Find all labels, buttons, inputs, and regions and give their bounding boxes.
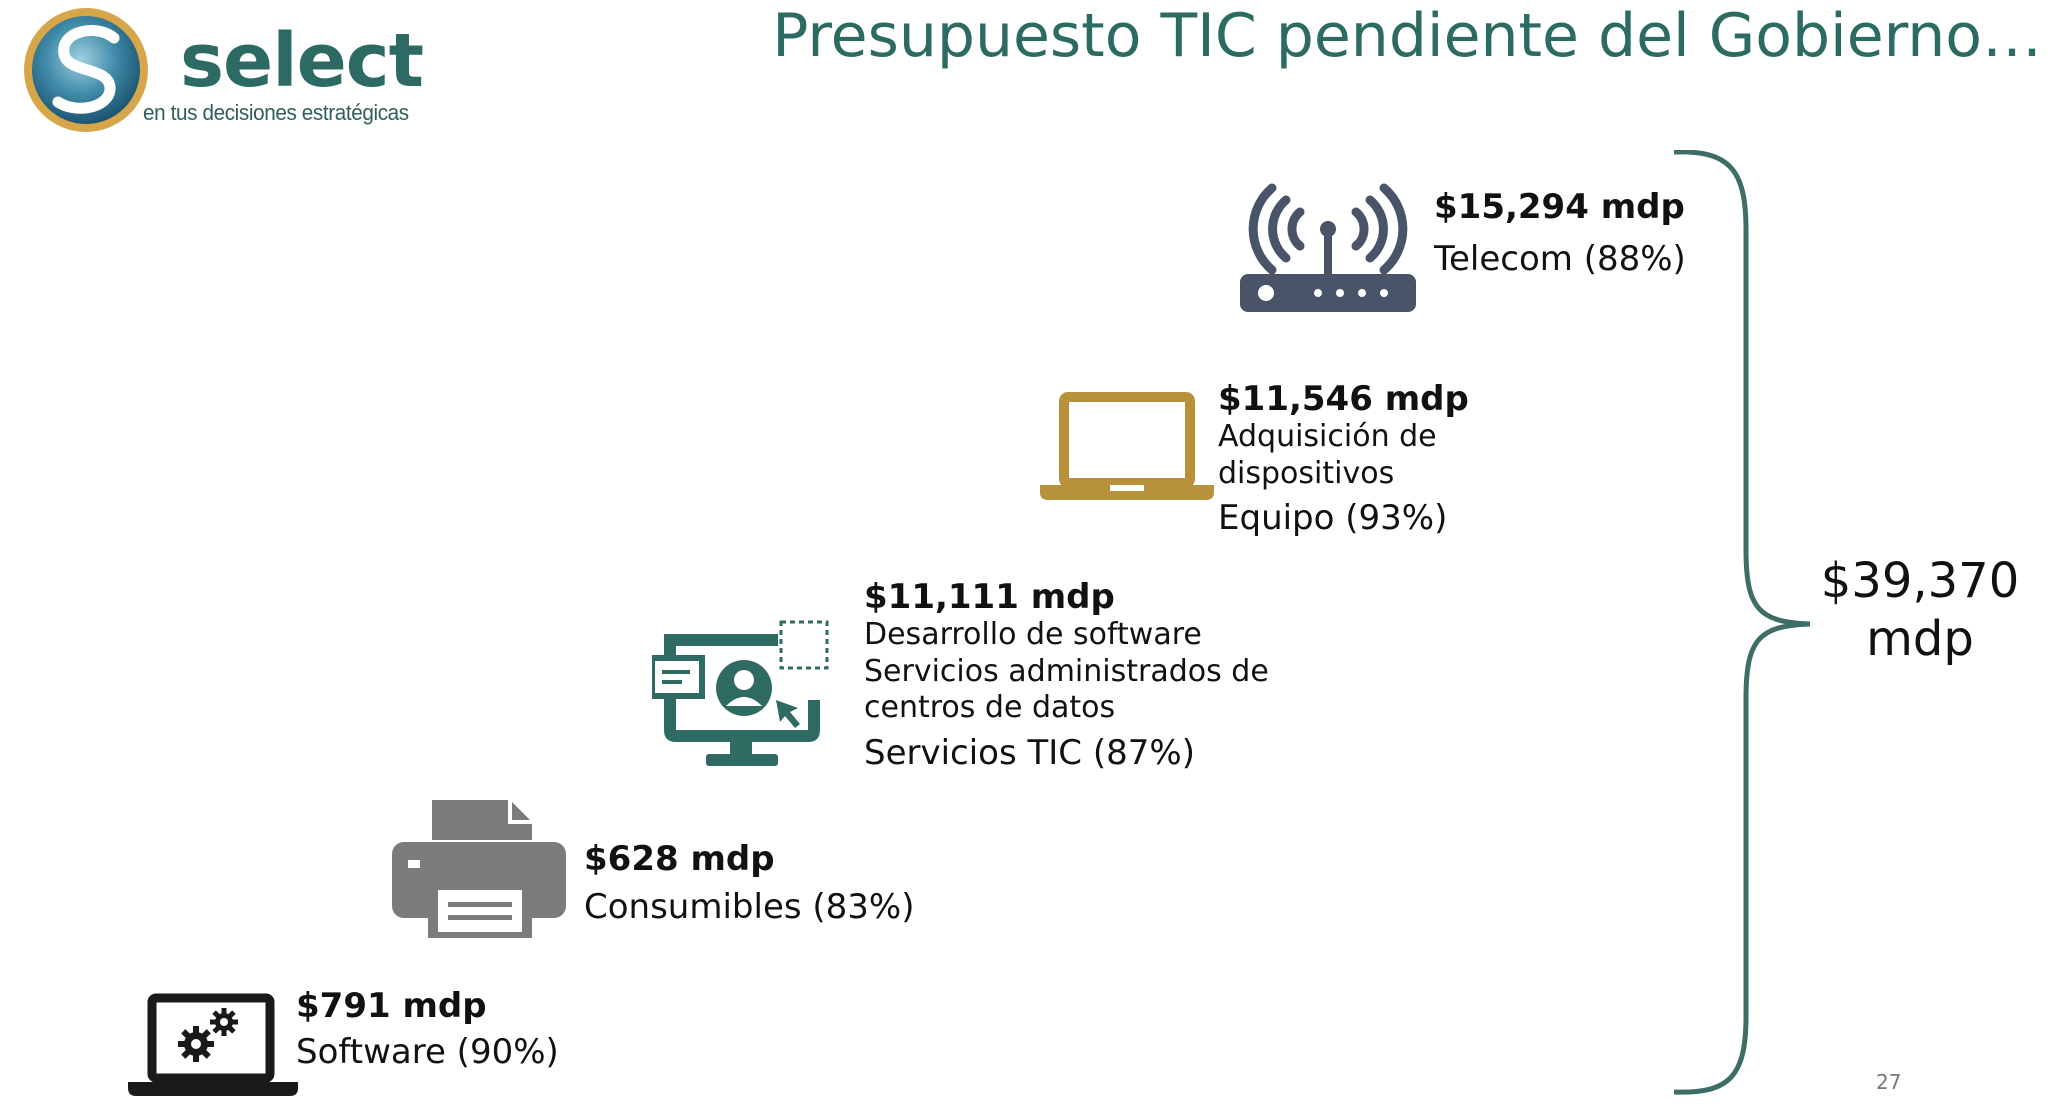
item-software: $791 mdp Software (90%) bbox=[296, 986, 559, 1073]
item-equipo-amount: $11,546 mdp bbox=[1218, 379, 1469, 419]
item-consumibles-category: Consumibles (83%) bbox=[584, 887, 915, 928]
item-servicios-desc-line: centros de datos bbox=[864, 690, 1116, 726]
item-telecom-category: Telecom (88%) bbox=[1434, 239, 1686, 280]
item-telecom-amount: $15,294 mdp bbox=[1434, 187, 1685, 227]
printer-icon bbox=[392, 800, 566, 938]
select-logo-icon bbox=[24, 8, 148, 132]
select-logo: select en tus decisiones estratégicas bbox=[20, 4, 424, 134]
item-equipo-desc-line: dispositivos bbox=[1218, 455, 1395, 491]
wifi-router-icon bbox=[1240, 183, 1416, 312]
curly-brace bbox=[1673, 150, 1810, 1095]
total-amount-unit: mdp bbox=[1866, 610, 1974, 667]
page-number: 27 bbox=[1876, 1070, 1902, 1094]
item-equipo: $11,546 mdp Adquisición de dispositivos … bbox=[1218, 379, 1469, 539]
item-equipo-desc-line: Adquisición de bbox=[1218, 419, 1437, 455]
item-servicios-desc-line: Servicios administrados de bbox=[864, 653, 1269, 689]
page-title: Presupuesto TIC pendiente del Gobierno… bbox=[772, 1, 2042, 71]
item-servicios-desc-line: Desarrollo de software bbox=[864, 617, 1202, 653]
item-consumibles-amount: $628 mdp bbox=[584, 839, 775, 879]
laptop-gears-icon bbox=[128, 993, 298, 1096]
laptop-icon bbox=[1040, 392, 1214, 500]
logo-brand: select bbox=[180, 18, 424, 104]
item-software-amount: $791 mdp bbox=[296, 986, 487, 1026]
item-servicios: $11,111 mdp Desarrollo de software Servi… bbox=[864, 577, 1269, 774]
monitor-user-icon bbox=[652, 620, 829, 766]
item-consumibles: $628 mdp Consumibles (83%) bbox=[584, 839, 915, 928]
total-amount: $39,370 mdp bbox=[1805, 553, 2035, 668]
item-telecom: $15,294 mdp Telecom (88%) bbox=[1434, 187, 1686, 280]
item-servicios-category: Servicios TIC (87%) bbox=[864, 732, 1195, 773]
logo-tagline: en tus decisiones estratégicas bbox=[143, 100, 409, 125]
item-equipo-category: Equipo (93%) bbox=[1218, 498, 1448, 539]
total-amount-value: $39,370 bbox=[1820, 553, 2020, 609]
item-servicios-amount: $11,111 mdp bbox=[864, 577, 1115, 617]
item-software-category: Software (90%) bbox=[296, 1032, 559, 1073]
